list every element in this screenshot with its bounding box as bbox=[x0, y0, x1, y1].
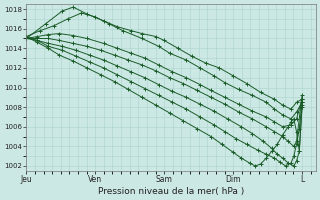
X-axis label: Pression niveau de la mer( hPa ): Pression niveau de la mer( hPa ) bbox=[98, 187, 244, 196]
